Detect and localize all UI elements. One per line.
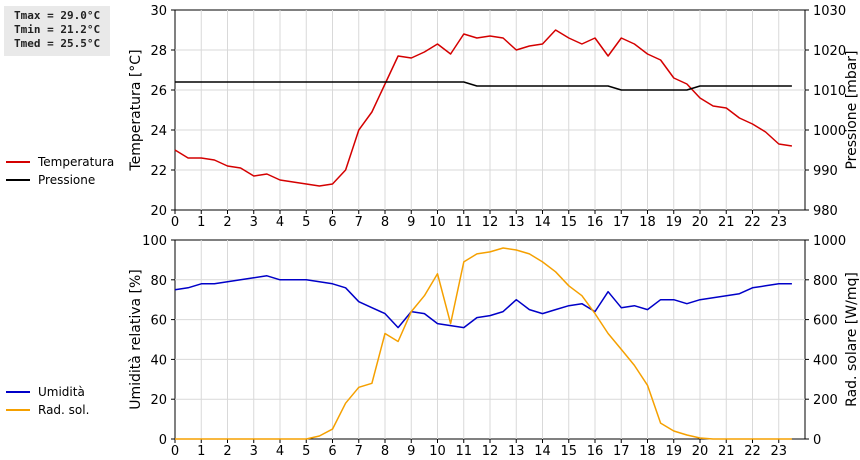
chart2-x-tick-label: 20 [692,444,709,459]
chart1-x-tick-label: 11 [455,215,472,230]
chart2-x-tick-label: 21 [718,444,735,459]
chart2-x-tick-label: 6 [328,444,336,459]
chart1-x-tick-label: 0 [171,215,179,230]
chart2-y-tick-label: 20 [150,393,167,408]
chart2-x-tick-label: 5 [302,444,310,459]
chart1-legend-label-pressione: Pressione [38,173,95,187]
chart2-y-tick-label: 60 [150,314,167,329]
chart2-x-tick-label: 13 [508,444,525,459]
tmax-label: Tmax = 29.0°C [14,9,101,22]
chart1-x-tick-label: 8 [381,215,389,230]
chart1-y-tick-label: 28 [150,44,167,59]
tmin-label: Tmin = 21.2°C [14,23,101,36]
chart1-y-tick-label: 24 [150,124,167,139]
chart1-y-tick-label: 26 [150,84,167,99]
chart1-y-axis-label: Temperatura [°C] [128,49,144,171]
chart1-x-tick-label: 1 [197,215,205,230]
chart1-y-tick-label: 30 [150,4,167,19]
stats-box: Tmax = 29.0°C Tmin = 21.2°C Tmed = 25.5°… [4,6,110,56]
chart2-y2-tick-label: 1000 [813,234,846,249]
chart2-y-tick-label: 100 [142,234,167,249]
chart1-x-tick-label: 19 [665,215,682,230]
chart2-y-tick-label: 40 [150,353,167,368]
chart2-y-tick-label: 80 [150,274,167,289]
chart1-x-tick-label: 12 [482,215,499,230]
chart2-x-tick-label: 16 [587,444,604,459]
chart1-x-tick-label: 4 [276,215,284,230]
chart2-umidit-line [174,275,792,329]
chart1-y2-tick-label: 1000 [813,124,846,139]
chart2-x-tick-label: 11 [455,444,472,459]
chart2-y-tick-label: 0 [159,433,167,448]
chart1-y-tick-label: 22 [150,164,167,179]
chart1-y2-tick-label: 1020 [813,44,846,59]
chart2-y2-tick-label: 400 [813,353,838,368]
chart2-y2-axis-label: Rad. solare [W/mq] [844,272,860,407]
chart2-legend-label-rad-sol: Rad. sol. [38,403,89,417]
chart1-x-tick-label: 16 [587,215,604,230]
chart1-x-tick-label: 21 [718,215,735,230]
chart1-y2-tick-label: 990 [813,164,838,179]
chart1-x-tick-label: 14 [534,215,551,230]
tmed-label: Tmed = 25.5°C [14,37,101,50]
chart1-x-tick-label: 6 [328,215,336,230]
chart1-x-tick-label: 7 [355,215,363,230]
chart1-y2-tick-label: 1030 [813,4,846,19]
chart1-x-tick-label: 10 [429,215,446,230]
chart2-y-axis-label: Umidità relativa [%] [128,269,144,410]
chart1-x-tick-label: 22 [744,215,761,230]
chart2-y2-tick-label: 0 [813,433,821,448]
chart2-x-tick-label: 0 [171,444,179,459]
chart1-x-tick-label: 9 [407,215,415,230]
chart2-x-tick-label: 23 [770,444,787,459]
chart1-pressione-line [175,81,792,91]
chart1-y2-tick-label: 980 [813,204,838,219]
chart2-rad-sol-line [175,247,792,440]
chart1-y2-axis-label: Pressione [mbar] [844,50,860,169]
chart2-x-tick-label: 18 [639,444,656,459]
chart2-legend-label-umidit: Umidità [38,385,85,399]
chart1-x-tick-label: 18 [639,215,656,230]
chart2-x-tick-label: 12 [482,444,499,459]
chart2-x-tick-label: 15 [560,444,577,459]
chart2-x-tick-label: 2 [223,444,231,459]
chart2-y2-tick-label: 600 [813,314,838,329]
chart2-x-tick-label: 17 [613,444,630,459]
chart2-x-tick-label: 9 [407,444,415,459]
chart2-y2-tick-label: 200 [813,393,838,408]
chart2-x-tick-label: 14 [534,444,551,459]
chart1-x-tick-label: 3 [250,215,258,230]
chart1-x-tick-label: 15 [560,215,577,230]
chart1-x-tick-label: 20 [692,215,709,230]
chart2-x-tick-label: 19 [665,444,682,459]
chart2-x-tick-label: 7 [355,444,363,459]
chart1-temperatura-line [174,29,793,187]
chart1-y-tick-label: 20 [150,204,167,219]
chart1-y2-tick-label: 1010 [813,84,846,99]
chart2-y2-tick-label: 800 [813,274,838,289]
chart1-legend-label-temperatura: Temperatura [37,155,114,169]
chart1-x-tick-label: 17 [613,215,630,230]
chart1-x-tick-label: 13 [508,215,525,230]
chart1-x-tick-label: 2 [223,215,231,230]
chart1-x-tick-label: 5 [302,215,310,230]
chart2-x-tick-label: 10 [429,444,446,459]
chart2-x-tick-label: 3 [250,444,258,459]
chart2-x-tick-label: 22 [744,444,761,459]
chart2-x-tick-label: 8 [381,444,389,459]
chart2-x-tick-label: 4 [276,444,284,459]
chart2-x-tick-label: 1 [197,444,205,459]
chart1-x-tick-label: 23 [770,215,787,230]
